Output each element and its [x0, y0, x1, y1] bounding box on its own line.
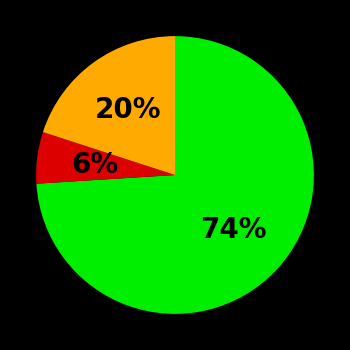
Text: 6%: 6%: [71, 151, 119, 179]
Wedge shape: [36, 36, 314, 314]
Wedge shape: [36, 132, 175, 184]
Text: 74%: 74%: [201, 216, 267, 244]
Text: 20%: 20%: [94, 96, 161, 124]
Wedge shape: [43, 36, 175, 175]
